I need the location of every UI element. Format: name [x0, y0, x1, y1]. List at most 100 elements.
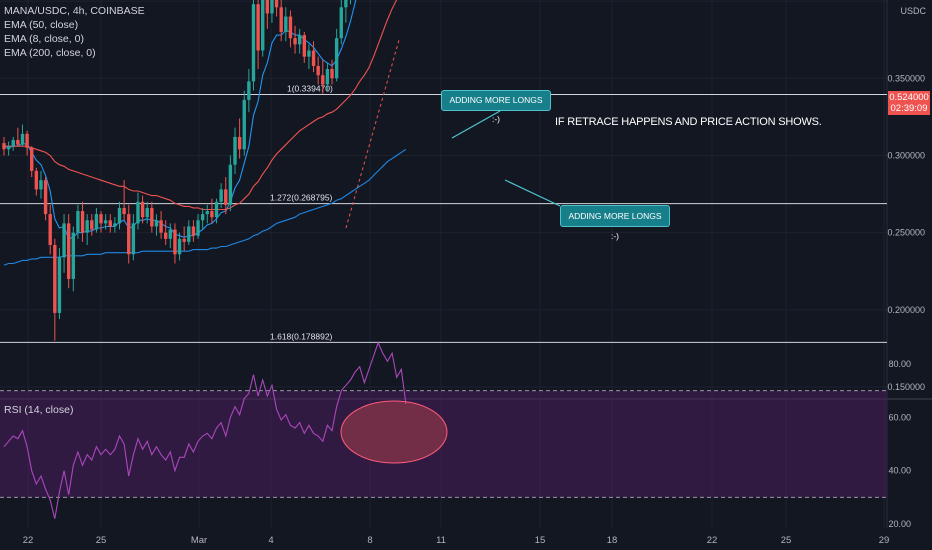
candle-body: [256, 4, 260, 51]
candle-body: [344, 0, 348, 8]
retrace-note: IF RETRACE HAPPENS AND PRICE ACTION SHOW…: [555, 116, 822, 128]
time-axis-label: 22: [707, 535, 718, 546]
candle-body: [182, 238, 186, 242]
time-axis-label: 18: [607, 535, 618, 546]
indicator-ema8[interactable]: EMA (8, close, 0): [4, 33, 84, 45]
candle-body: [71, 232, 75, 279]
candle-body: [284, 16, 288, 32]
ema-lines: [3, 0, 407, 266]
candle-body: [80, 211, 85, 233]
candle-body: [242, 99, 246, 150]
candle-body: [200, 214, 205, 221]
candle-body: [334, 38, 339, 79]
time-axis-label: 15: [535, 535, 546, 546]
time-axis-label: 4: [268, 535, 273, 546]
candle-body: [247, 81, 251, 100]
candle-body: [214, 201, 219, 218]
fib-label: 1(0.339470): [287, 84, 333, 94]
candle-body: [62, 223, 66, 258]
callout-adding-longs-bottom[interactable]: ADDING MORE LONGS :-): [560, 205, 670, 241]
indicator-ema200[interactable]: EMA (200, close, 0): [4, 47, 96, 59]
candle-body: [159, 220, 163, 233]
rsi-axis-label: 20.00: [888, 519, 911, 529]
candle-body: [122, 207, 126, 215]
candle-body: [145, 207, 149, 218]
candle-body: [43, 180, 48, 215]
candle-body: [57, 257, 62, 313]
candle-body: [39, 180, 43, 190]
candle-body: [11, 140, 15, 147]
candle-body: [150, 207, 154, 227]
candle-body: [228, 164, 233, 205]
candle-body: [113, 223, 117, 227]
candle-body: [20, 133, 25, 145]
candle-body: [233, 136, 237, 165]
candle-body: [66, 223, 71, 279]
fib-label: 1.618(0.178892): [270, 331, 333, 341]
candle-body: [311, 50, 316, 66]
candle-body: [34, 170, 39, 190]
time-axis-label: 11: [436, 535, 446, 546]
candle-body: [53, 244, 57, 313]
currency-label: USDC: [900, 6, 926, 16]
candle-body: [293, 38, 297, 45]
rsi-legend[interactable]: RSI (14, close): [4, 404, 74, 416]
trend-drawings: [345, 39, 561, 229]
candle-body: [339, 7, 343, 39]
candle-body: [307, 50, 311, 57]
candle-body: [297, 35, 302, 45]
candle-body: [127, 214, 131, 255]
candle-body: [205, 211, 209, 215]
candle-body: [90, 220, 94, 230]
time-axis-label: Mar: [191, 535, 207, 546]
candle-body: [131, 223, 136, 255]
last-price-tag: 0.524000 02:39:09: [888, 91, 930, 115]
candle-body: [219, 189, 223, 202]
time-axis-label: 8: [367, 535, 372, 546]
candle-body: [16, 140, 20, 145]
candle-body: [85, 220, 89, 233]
candle-body: [325, 69, 330, 85]
candle-body: [76, 211, 80, 233]
rsi-axis-label: 40.00: [888, 466, 911, 476]
candle-body: [279, 7, 283, 32]
ema-line: [3, 148, 407, 266]
time-axis-label: 25: [781, 535, 792, 546]
rsi-highlight-ellipse: [340, 400, 448, 464]
candle-body: [30, 147, 34, 171]
chart-legend: MANA/USDC, 4h, COINBASE EMA (50, close) …: [4, 4, 145, 60]
rsi-pane[interactable]: [0, 341, 887, 519]
candle-body: [251, 4, 256, 82]
indicator-ema50[interactable]: EMA (50, close): [4, 19, 79, 31]
rsi-line: [3, 341, 407, 519]
candle-body: [177, 238, 182, 255]
ema-line: [3, 0, 357, 240]
candle-body: [270, 0, 274, 14]
time-axis-label: 25: [96, 535, 107, 546]
rsi-axis-label: 80.00: [888, 359, 911, 369]
callout-arrow-top: [451, 110, 501, 139]
candle-body: [164, 232, 168, 239]
candle-body: [99, 214, 103, 224]
candlesticks[interactable]: [2, 0, 407, 341]
candle-body: [173, 229, 177, 255]
candle-body: [330, 69, 334, 79]
candle-body: [94, 214, 99, 230]
candle-body: [224, 189, 228, 205]
candle-body: [288, 16, 293, 39]
callout-adding-longs-top[interactable]: ADDING MORE LONGS :-): [441, 90, 551, 124]
candle-body: [136, 201, 140, 224]
symbol-title[interactable]: MANA/USDC, 4h, COINBASE: [4, 5, 145, 17]
price-axis-label: 0.300000: [887, 150, 925, 160]
candle-body: [191, 226, 196, 236]
candle-body: [6, 146, 11, 150]
fib-label: 1.272(0.268795): [270, 193, 333, 203]
candle-body: [25, 133, 29, 148]
candle-body: [154, 220, 159, 227]
candle-body: [168, 229, 173, 239]
candle-body: [302, 35, 306, 57]
ema-line: [4, 0, 398, 211]
price-axis-label: 0.150000: [887, 382, 925, 392]
time-axis-label: 29: [879, 535, 890, 546]
